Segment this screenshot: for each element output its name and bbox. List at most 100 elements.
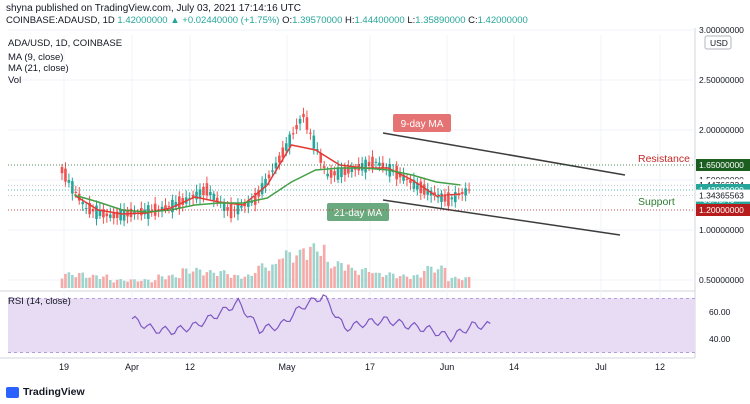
volume-bar [253,273,257,288]
volume-bar [322,244,326,288]
volume-bar [74,277,78,288]
candle-body [464,188,467,196]
tradingview-logo[interactable]: TradingView [6,386,85,398]
volume-bar [105,274,109,288]
price-tag: 1.34365563 [699,191,744,201]
low-label: L: [407,15,416,26]
candle-body [347,167,350,174]
ma21-legend[interactable]: MA (21, close) [8,63,69,74]
volume-bar [215,275,219,288]
rsi-tick-label: 60.00 [709,307,731,317]
volume-bar [467,277,471,288]
candle-body [281,147,285,158]
candle-body [416,183,419,190]
price-tick-label: 0.50000000 [699,275,744,285]
candle-body [188,197,191,200]
time-tick-label: Jul [595,362,607,372]
resistance-trendline [382,132,626,176]
candle-body [422,184,426,195]
high-value: 1.44400000 [354,15,405,26]
resistance-label: Resistance [638,153,690,165]
candle-body [267,174,271,179]
volume-bar [433,272,436,288]
volume-bar [364,267,367,288]
vol-legend[interactable]: Vol [8,75,22,86]
volume-bar [167,275,171,288]
low-value: 1.35890000 [415,15,466,26]
candle-body [402,174,405,181]
candle-body [81,202,84,205]
candle-body [191,194,195,199]
candle-body [71,181,74,194]
up-arrow-icon: ▲ [170,15,180,26]
volume-bar [98,279,102,288]
candle-body [253,192,257,205]
volume-bar [136,281,140,288]
volume-bar [305,259,309,288]
close-label: C: [468,15,478,26]
candle-body [240,206,243,208]
volume-bar [371,273,374,288]
volume-bar [347,264,350,288]
volume-bar [419,277,423,288]
volume-bar [426,265,429,288]
candle-body [198,189,202,199]
candle-body [229,204,233,219]
chart-title: ADA/USD, 1D, COINBASE [8,38,123,49]
ma21-line [73,167,461,213]
volume-bar [278,259,281,288]
volume-bar [171,274,174,288]
volume-bar [205,272,209,288]
volume-bar [405,276,409,288]
volume-bar [350,267,354,288]
price-tick-label: 2.00000000 [699,125,744,135]
candle-body [381,162,385,169]
open-value: 1.39570000 [292,15,343,26]
candle-body [215,197,219,202]
candle-body [467,189,471,191]
volume-bar [150,282,153,288]
ma21-annotation-box [327,203,389,221]
candle-body [412,179,416,189]
candle-body [60,167,64,174]
volume-bar [309,246,312,288]
volume-bar [64,273,67,288]
candle-body [233,209,236,211]
candle-body [450,197,454,200]
candle-body [84,208,88,210]
volume-bar [464,277,467,288]
volume-bar [340,263,343,288]
time-tick-label: 12 [655,362,665,372]
volume-bar [343,270,347,288]
candle-body [426,188,429,195]
candle-body [74,191,78,193]
volume-bar [84,277,88,288]
ma21-annotation: 21-day MA [334,208,383,219]
candle-body [102,209,105,218]
volume-bar [353,270,357,288]
volume-bar [122,280,126,288]
candle-body [88,203,91,215]
volume-bar [88,277,91,288]
volume-bar [454,276,457,288]
candle-body [109,214,112,218]
candle-body [257,190,260,197]
price-tick-label: 1.00000000 [699,225,744,235]
candle-body [378,162,381,166]
candle-body [298,118,302,124]
candle-body [440,193,443,203]
price-tag-bg [696,159,750,171]
volume-bar [429,266,433,288]
tradingview-brand: TradingView [23,386,85,398]
volume-bar [188,273,191,288]
candle-body [333,171,336,176]
candle-body [295,125,298,130]
volume-bar [67,272,71,288]
high-label: H: [345,15,355,26]
volume-bar [374,272,378,288]
ma9-legend[interactable]: MA (9, close) [8,52,64,63]
candle-body [181,198,185,205]
rsi-legend[interactable]: RSI (14, close) [8,296,71,307]
candle-body [195,191,198,200]
